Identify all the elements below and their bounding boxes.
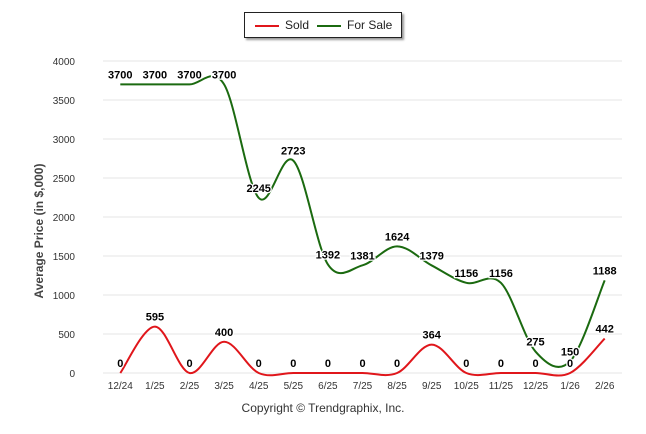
- data-label-sold: 0: [256, 358, 262, 370]
- data-label-for-sale: 275: [526, 337, 544, 349]
- data-label-for-sale: 3700: [212, 69, 236, 81]
- data-label-sold: 0: [532, 358, 538, 370]
- y-axis-title: Average Price (in $,000): [32, 163, 46, 299]
- data-label-for-sale: 1188: [593, 265, 617, 277]
- series-lines: [119, 75, 606, 377]
- x-tick-label: 6/25: [318, 381, 338, 392]
- legend-item-for-sale[interactable]: For Sale: [317, 13, 392, 37]
- y-tick-label: 0: [69, 369, 75, 380]
- y-tick-labels: 0 500 1000 1500 2000 2500 3000 3500 4000: [53, 57, 76, 380]
- data-label-sold: 0: [498, 358, 504, 370]
- data-label-sold: 400: [215, 327, 233, 339]
- y-tick-label: 3000: [53, 135, 76, 146]
- x-tick-label: 7/25: [353, 381, 373, 392]
- series-line-for-sale: [120, 75, 606, 368]
- data-label-for-sale: 3700: [108, 69, 132, 81]
- data-label-for-sale: 2723: [281, 146, 305, 158]
- legend-swatch-for-sale: [317, 24, 341, 27]
- series-line-sold: [119, 325, 606, 377]
- data-label-sold: 595: [146, 312, 164, 324]
- y-tick-label: 1000: [53, 291, 76, 302]
- legend-swatch-sold: [255, 24, 279, 27]
- data-label-sold: 0: [117, 358, 123, 370]
- data-label-for-sale: 150: [561, 346, 579, 358]
- x-tick-label: 2/26: [595, 381, 615, 392]
- y-tick-label: 2500: [53, 174, 76, 185]
- y-tick-label: 1500: [53, 252, 76, 263]
- data-label-for-sale: 1392: [316, 249, 340, 261]
- legend: Sold For Sale: [244, 12, 402, 38]
- data-label-for-sale: 1156: [454, 268, 478, 280]
- copyright-credit: Copyright © Trendgraphix, Inc.: [241, 401, 405, 415]
- data-label-sold: 0: [290, 358, 296, 370]
- x-tick-label: 9/25: [422, 381, 442, 392]
- x-tick-labels: 12/24 1/25 2/25 3/25 4/25 5/25 6/25 7/25 8/25 9/2…: [108, 381, 615, 392]
- data-label-sold: 364: [423, 330, 442, 342]
- legend-item-sold[interactable]: Sold: [255, 13, 309, 37]
- data-label-for-sale: 1624: [385, 231, 410, 243]
- x-tick-label: 11/25: [489, 381, 514, 392]
- data-label-sold: 0: [359, 358, 365, 370]
- x-tick-label: 12/25: [523, 381, 548, 392]
- data-label-for-sale: 3700: [177, 69, 201, 81]
- y-tick-label: 500: [58, 330, 75, 341]
- y-tick-label: 4000: [53, 57, 76, 68]
- x-tick-label: 3/25: [214, 381, 234, 392]
- x-tick-label: 5/25: [284, 381, 304, 392]
- data-label-for-sale: 1379: [419, 250, 443, 262]
- x-tick-label: 1/25: [145, 381, 165, 392]
- data-label-for-sale: 2245: [246, 183, 270, 195]
- legend-label-for-sale: For Sale: [347, 18, 393, 32]
- data-label-sold: 0: [325, 358, 331, 370]
- legend-label-sold: Sold: [285, 18, 310, 32]
- x-tick-label: 4/25: [249, 381, 269, 392]
- data-labels: 0 595 0 400 0 0 0 0 0 364 0 0 0 0 442 3700 3700 3700 3700 2…: [107, 68, 618, 371]
- data-label-for-sale: 1156: [489, 268, 513, 280]
- data-label-sold: 0: [394, 358, 400, 370]
- y-tick-label: 3500: [53, 96, 76, 107]
- x-tick-label: 1/26: [560, 381, 580, 392]
- data-label-sold: 442: [596, 324, 614, 336]
- x-tick-label: 10/25: [454, 381, 479, 392]
- data-label-sold: 0: [186, 358, 192, 370]
- x-tick-label: 8/25: [387, 381, 407, 392]
- grid-lines: [103, 60, 622, 374]
- data-label-for-sale: 1381: [350, 250, 374, 262]
- data-label-sold: 0: [463, 358, 469, 370]
- x-tick-label: 2/25: [180, 381, 200, 392]
- x-tick-label: 12/24: [108, 381, 133, 392]
- data-label-for-sale: 3700: [143, 69, 167, 81]
- data-label-sold: 0: [567, 358, 573, 370]
- y-tick-label: 2000: [53, 213, 76, 224]
